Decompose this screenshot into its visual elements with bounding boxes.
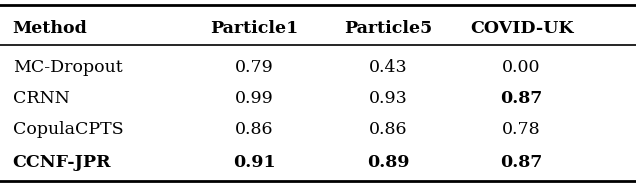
Text: CRNN: CRNN (13, 90, 69, 107)
Text: Method: Method (13, 20, 88, 37)
Text: 0.43: 0.43 (369, 59, 407, 76)
Text: 0.93: 0.93 (369, 90, 407, 107)
Text: MC-Dropout: MC-Dropout (13, 59, 122, 76)
Text: 0.99: 0.99 (235, 90, 273, 107)
Text: 0.91: 0.91 (233, 154, 276, 171)
Text: 0.78: 0.78 (502, 121, 541, 138)
Text: 0.89: 0.89 (367, 154, 409, 171)
Text: CopulaCPTS: CopulaCPTS (13, 121, 123, 138)
Text: 0.87: 0.87 (501, 154, 543, 171)
Text: COVID-UK: COVID-UK (470, 20, 573, 37)
Text: 0.79: 0.79 (235, 59, 273, 76)
Text: 0.00: 0.00 (502, 59, 541, 76)
Text: Particle1: Particle1 (211, 20, 298, 37)
Text: Particle5: Particle5 (344, 20, 432, 37)
Text: 0.86: 0.86 (369, 121, 407, 138)
Text: 0.87: 0.87 (501, 90, 543, 107)
Text: CCNF-JPR: CCNF-JPR (13, 154, 111, 171)
Text: 0.86: 0.86 (235, 121, 273, 138)
